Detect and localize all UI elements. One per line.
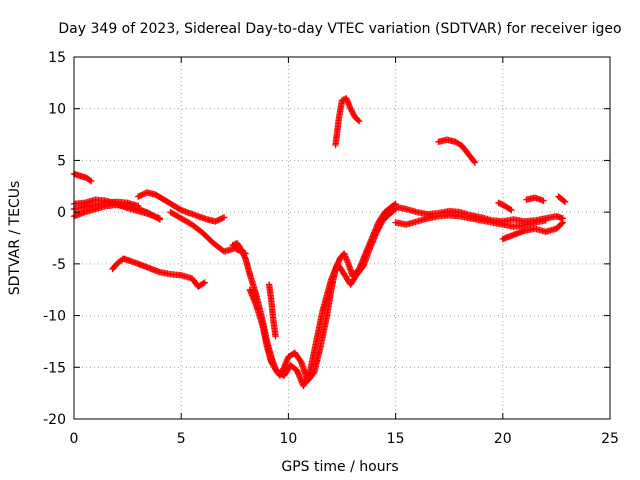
x-tick-label: 5 — [177, 431, 186, 447]
data-point — [213, 217, 221, 224]
data-point — [86, 177, 94, 184]
x-tick-label: 25 — [601, 431, 619, 447]
series-track-c — [70, 198, 142, 213]
data-point — [471, 159, 479, 166]
data-point — [137, 192, 145, 199]
data-point — [354, 116, 362, 124]
y-tick-label: 0 — [57, 205, 66, 221]
data-point — [229, 242, 236, 249]
data-point — [558, 220, 565, 227]
data-point — [561, 198, 569, 205]
series-track-g — [109, 255, 208, 290]
data-point — [200, 280, 207, 287]
axis-ticks: 0 5 10 15 20 25 -20 -15 -10 -5 0 5 10 15 — [43, 50, 619, 447]
data-point — [559, 219, 567, 226]
y-tick-label: 15 — [48, 50, 66, 66]
data-point — [140, 190, 148, 198]
data-point — [139, 191, 146, 198]
chart-title: Day 349 of 2023, Sidereal Day-to-day VTE… — [58, 21, 621, 37]
y-tick-label: -10 — [43, 309, 66, 325]
data-point — [212, 218, 219, 225]
data-point — [135, 202, 142, 210]
series-track-o — [499, 219, 567, 243]
x-tick-label: 15 — [387, 431, 405, 447]
data-point — [219, 214, 226, 222]
y-tick-label: 5 — [57, 153, 66, 169]
data-point — [355, 117, 363, 125]
data-point — [542, 217, 549, 224]
data-point — [201, 279, 208, 286]
x-tick-label: 0 — [70, 431, 79, 447]
series-track-p — [495, 199, 515, 214]
data-point — [540, 197, 547, 204]
series-track-e — [135, 189, 228, 225]
data-point — [87, 177, 95, 185]
series-track-r — [555, 193, 569, 205]
data-points — [70, 95, 569, 390]
series-track-k — [332, 95, 363, 149]
data-point — [215, 216, 222, 224]
series-track-q — [523, 194, 547, 204]
x-axis-label: GPS time / hours — [281, 459, 398, 475]
plot-frame — [73, 56, 611, 420]
data-point — [272, 333, 279, 340]
data-point — [136, 192, 143, 200]
y-tick-label: -15 — [43, 360, 66, 376]
data-point — [508, 206, 515, 214]
series-track-i — [246, 205, 399, 390]
data-point — [216, 216, 223, 223]
data-point — [470, 158, 478, 165]
y-tick-label: -20 — [43, 412, 66, 428]
series-track-l — [435, 136, 479, 166]
data-point — [218, 215, 225, 222]
data-point — [560, 197, 568, 205]
series-track-j — [265, 281, 279, 340]
data-point — [156, 216, 163, 223]
series-track-n — [392, 212, 549, 230]
x-tick-label: 10 — [279, 431, 297, 447]
y-tick-label: 10 — [48, 102, 66, 118]
data-point — [135, 193, 142, 200]
y-axis-label: SDTVAR / TECUs — [7, 181, 23, 296]
x-tick-label: 20 — [494, 431, 512, 447]
y-tick-label: -5 — [52, 257, 66, 273]
data-point — [506, 206, 514, 213]
data-point — [155, 215, 162, 222]
data-point — [220, 214, 228, 221]
